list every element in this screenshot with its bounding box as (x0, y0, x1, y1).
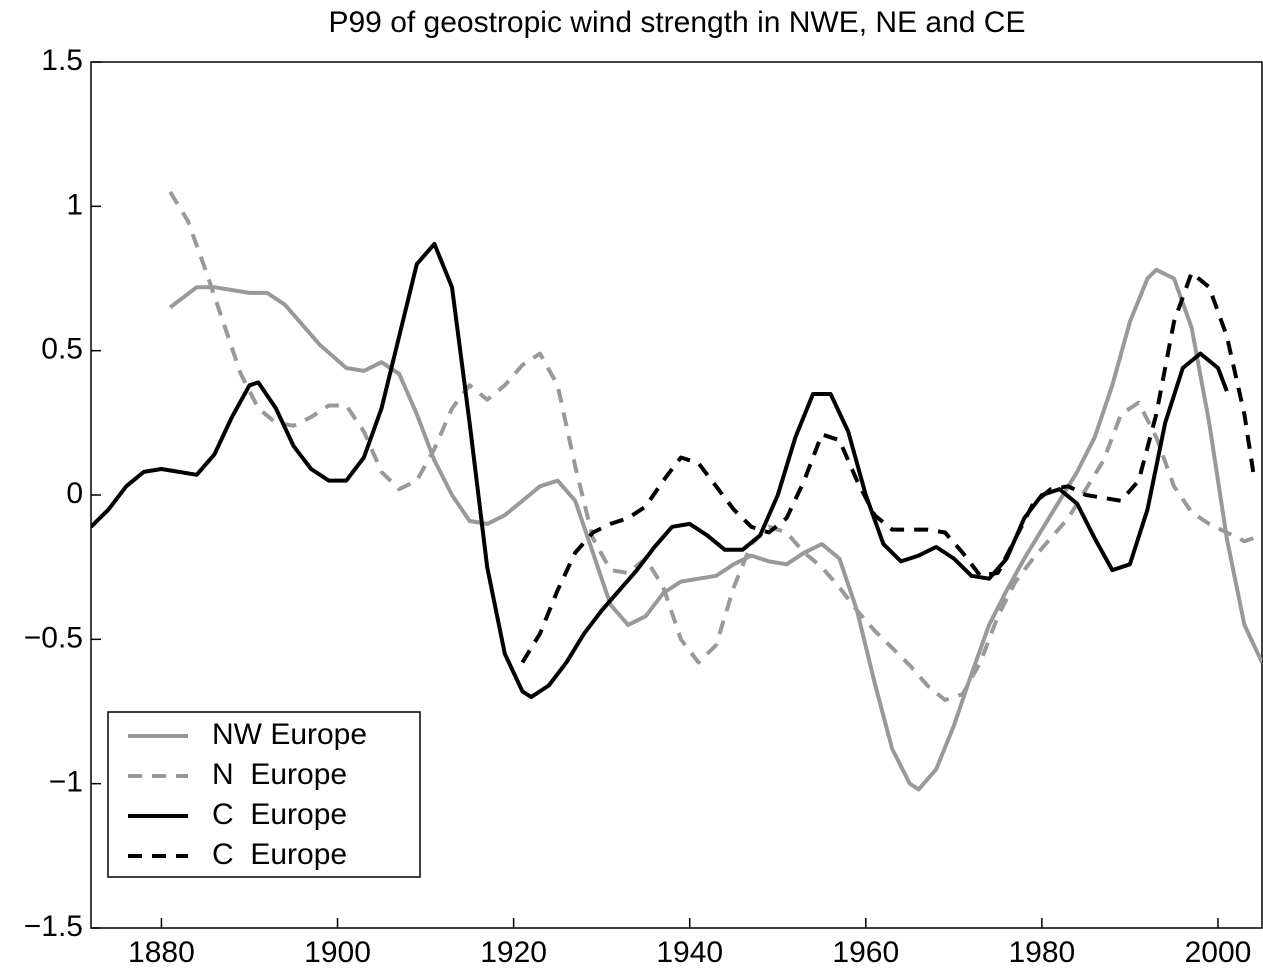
series-line (520, 270, 1256, 664)
legend-label: C Europe (212, 798, 347, 831)
chart-title: P99 of geostropic wind strength in NWE, … (328, 6, 1025, 39)
legend-label: N Europe (212, 758, 347, 791)
legend-box (107, 711, 421, 878)
y-tick-label: 1 (66, 188, 83, 221)
x-tick-label: 1980 (1009, 936, 1076, 969)
x-tick-label: 1900 (304, 936, 371, 969)
x-tick-label: 1960 (832, 936, 899, 969)
series-line (168, 190, 1262, 702)
legend-label: NW Europe (212, 718, 367, 751)
y-tick-label: −1.5 (24, 910, 83, 943)
series-line (91, 241, 1229, 700)
x-tick-label: 1940 (656, 936, 723, 969)
y-tick-label: 1.5 (41, 44, 83, 77)
y-tick-label: 0.5 (41, 333, 83, 366)
x-tick-label: 1880 (128, 936, 195, 969)
y-tick-label: −1 (49, 766, 83, 799)
y-tick-label: 0 (66, 477, 83, 510)
x-tick-label: 2000 (1185, 936, 1252, 969)
series-line (168, 267, 1262, 792)
plot-frame (90, 61, 1263, 929)
legend-label: C Europe (212, 838, 347, 871)
y-tick-label: −0.5 (24, 621, 83, 654)
x-tick-label: 1920 (480, 936, 547, 969)
